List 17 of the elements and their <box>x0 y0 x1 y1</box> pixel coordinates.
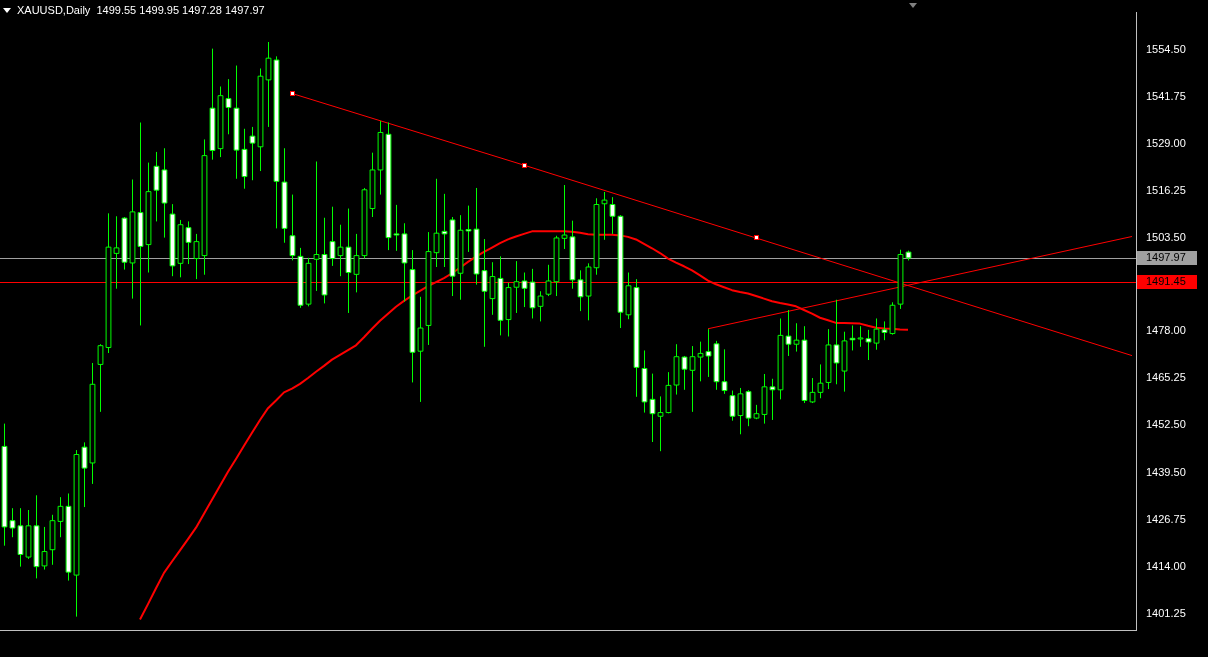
y-tick-label: 1554.50 <box>1146 43 1186 56</box>
y-tick-label: 1503.50 <box>1146 230 1186 243</box>
y-tick-label: 1541.75 <box>1146 90 1186 102</box>
y-tick-label: 1414.00 <box>1146 559 1186 572</box>
y-tick-label: 1465.25 <box>1146 371 1186 384</box>
y-tick-label: 1529.00 <box>1146 136 1186 149</box>
y-tick-label: 1452.50 <box>1146 418 1186 431</box>
candlestick <box>601 191 608 241</box>
y-tick-label: 1516.25 <box>1146 183 1186 196</box>
y-tick-label: 1439.50 <box>1146 465 1186 478</box>
candlestick <box>289 194 296 261</box>
ref-line-label: 1491.45 <box>1146 274 1186 287</box>
y-tick-label: 1478.00 <box>1146 324 1186 337</box>
y-tick-label: 1426.75 <box>1146 512 1186 525</box>
chart-title: XAUUSD,Daily 1499.55 1499.95 1497.28 1497.97 <box>17 4 265 16</box>
y-tick-label: 1401.25 <box>1146 606 1186 619</box>
ref-line-label: 1497.97 <box>1146 250 1186 263</box>
